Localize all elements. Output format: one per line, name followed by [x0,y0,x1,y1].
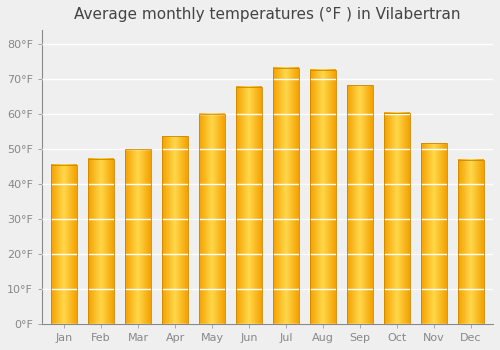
Bar [162,136,188,324]
Bar [347,85,373,324]
Bar [384,113,410,324]
Bar [236,87,262,324]
Bar [199,114,225,324]
Bar [458,160,484,324]
Bar [125,149,151,324]
Bar [421,144,447,324]
Bar [310,70,336,324]
Bar [273,68,299,324]
Bar [51,165,77,324]
Title: Average monthly temperatures (°F ) in Vilabertran: Average monthly temperatures (°F ) in Vi… [74,7,461,22]
Bar [88,159,114,324]
